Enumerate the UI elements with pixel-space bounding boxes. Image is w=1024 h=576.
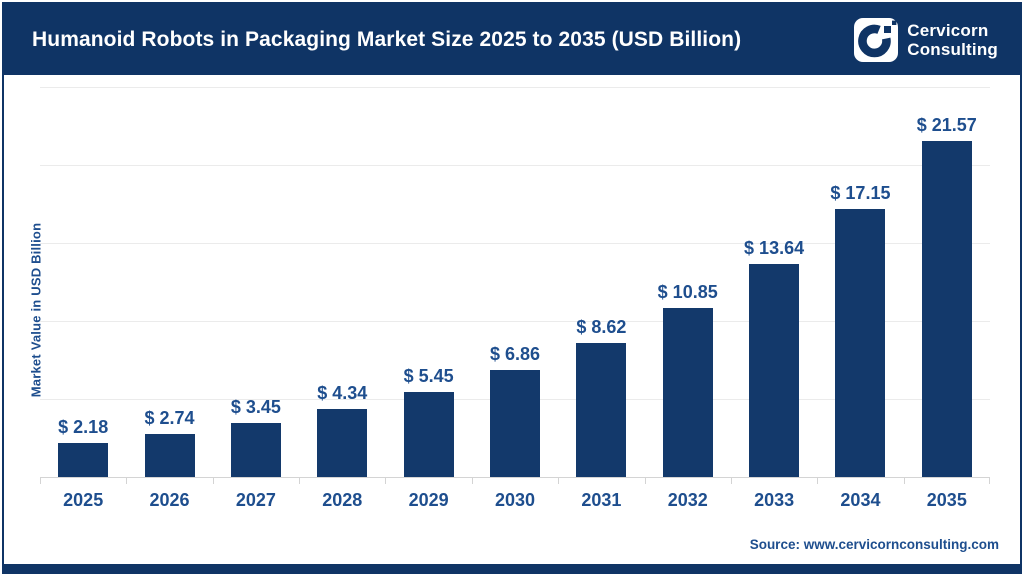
x-axis-label: 2031 bbox=[581, 490, 622, 510]
x-axis-tick bbox=[989, 477, 990, 484]
x-axis-label: 2030 bbox=[494, 490, 536, 510]
category-slot-2028: $ 4.34 2028 bbox=[299, 87, 385, 510]
bar-2026 bbox=[144, 434, 195, 477]
bar-value-label: $ 5.45 bbox=[403, 365, 454, 386]
category-slot-2026: $ 2.74 2026 bbox=[126, 87, 212, 510]
bar-2032 bbox=[662, 307, 713, 477]
x-axis-tick bbox=[471, 477, 473, 484]
brand-logo: Cervicorn Consulting bbox=[854, 17, 998, 62]
category-slot-2032: $ 10.85 2032 bbox=[645, 87, 731, 510]
gridline bbox=[40, 243, 990, 244]
bar-value-label: $ 13.64 bbox=[744, 238, 805, 259]
category-slot-2031: $ 8.62 2031 bbox=[558, 87, 644, 510]
bar-value-label: $ 17.15 bbox=[830, 183, 891, 204]
bar-2035 bbox=[921, 140, 972, 477]
bottom-accent-bar bbox=[4, 564, 1020, 572]
x-axis-tick bbox=[385, 477, 387, 484]
category-slot-2025: $ 2.18 2025 bbox=[40, 87, 126, 510]
bar-value-label: $ 2.74 bbox=[144, 408, 195, 429]
x-axis-tick bbox=[40, 477, 41, 484]
bar-value-label: $ 4.34 bbox=[317, 383, 368, 404]
gridline bbox=[40, 321, 990, 322]
category-slot-2027: $ 3.45 2027 bbox=[213, 87, 299, 510]
x-axis-tick bbox=[558, 477, 560, 484]
bar-2025 bbox=[58, 443, 109, 477]
bar-value-label: $ 6.86 bbox=[489, 343, 541, 364]
x-axis-tick bbox=[730, 477, 732, 484]
bar-value-label: $ 3.45 bbox=[230, 397, 281, 418]
gridline bbox=[40, 165, 990, 166]
x-axis-label: 2026 bbox=[149, 490, 190, 510]
brand-name: Cervicorn Consulting bbox=[907, 21, 998, 59]
gridline bbox=[40, 87, 990, 88]
x-axis-label: 2029 bbox=[408, 490, 449, 510]
bar-value-label: $ 21.57 bbox=[916, 114, 977, 135]
x-axis-tick bbox=[644, 477, 646, 484]
header: Humanoid Robots in Packaging Market Size… bbox=[4, 4, 1020, 75]
x-axis-tick bbox=[212, 477, 214, 484]
bar-2034 bbox=[835, 209, 886, 477]
category-slot-2034: $ 17.15 2034 bbox=[817, 87, 903, 510]
category-slot-2035: $ 21.57 2035 bbox=[904, 87, 990, 510]
x-axis-label: 2028 bbox=[322, 490, 363, 510]
bar-2029 bbox=[403, 391, 454, 477]
x-axis-label: 2025 bbox=[63, 490, 104, 510]
bar-2028 bbox=[317, 409, 368, 477]
chart-plot-area: $ 2.18 2025 $ 2.74 2026 $ 3.45 2027 $ 4.34 2028… bbox=[40, 87, 990, 510]
category-slot-2033: $ 13.64 2033 bbox=[731, 87, 817, 510]
brand-name-line2: Consulting bbox=[907, 39, 998, 59]
brand-name-line1: Cervicorn bbox=[907, 20, 989, 40]
x-axis-label: 2034 bbox=[840, 490, 881, 510]
x-axis-tick bbox=[817, 477, 819, 484]
page-title: Humanoid Robots in Packaging Market Size… bbox=[32, 27, 742, 51]
x-axis-label: 2035 bbox=[926, 490, 967, 510]
x-axis-label: 2033 bbox=[754, 490, 795, 510]
x-axis-tick bbox=[126, 477, 128, 484]
bar-value-label: $ 8.62 bbox=[576, 316, 627, 337]
x-axis-tick bbox=[903, 477, 905, 484]
category-slot-2030: $ 6.86 2030 bbox=[472, 87, 558, 510]
bar-value-label: $ 2.18 bbox=[58, 417, 109, 437]
x-axis-label: 2027 bbox=[235, 490, 276, 510]
bar-2030 bbox=[489, 369, 540, 477]
x-axis-tick bbox=[299, 477, 301, 484]
bar-2031 bbox=[576, 342, 627, 477]
cervicorn-c-logo-icon bbox=[854, 17, 899, 62]
bar-2027 bbox=[230, 423, 281, 477]
x-axis-label: 2032 bbox=[667, 490, 708, 510]
source-note: Source: www.cervicornconsulting.com bbox=[749, 537, 999, 552]
bar-value-label: $ 10.85 bbox=[657, 281, 718, 302]
bar-2033 bbox=[749, 264, 800, 477]
category-slot-2029: $ 5.45 2029 bbox=[385, 87, 471, 510]
